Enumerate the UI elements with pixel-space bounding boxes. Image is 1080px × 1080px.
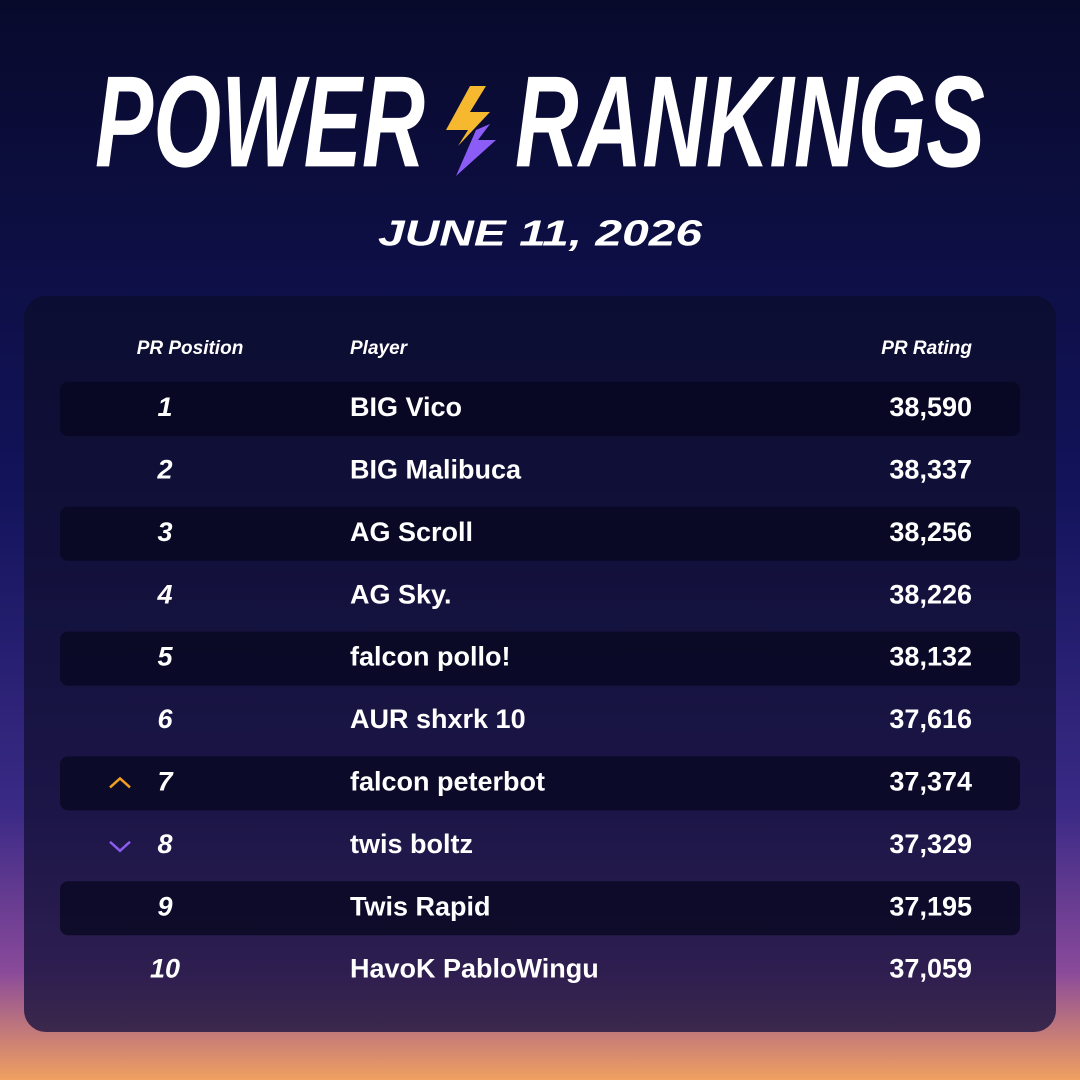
row-stripe [60,382,1020,436]
rating: 38,256 [889,517,972,547]
rating: 38,132 [889,642,972,672]
row-stripe [60,506,1020,561]
title-left: POWER [95,48,425,194]
rating: 38,226 [889,579,972,609]
position: 9 [157,891,172,921]
position: 1 [157,392,172,422]
rating: 37,374 [889,767,972,797]
rating: 37,195 [889,891,972,921]
rating: 38,337 [889,455,972,485]
player-name: falcon peterbot [350,767,545,797]
rating: 37,616 [889,704,972,734]
column-header: PR Position [137,338,244,359]
player-name: BIG Malibuca [350,455,522,485]
player-name: twis boltz [350,829,473,859]
date: JUNE 11, 2026 [378,213,703,254]
position: 6 [157,704,173,734]
position: 3 [157,517,172,547]
column-header: Player [350,338,409,359]
player-name: falcon pollo! [350,642,510,672]
position: 5 [157,642,173,672]
title-right: RANKINGS [515,48,985,194]
rating: 37,059 [889,954,972,984]
player-name: AUR shxrk 10 [350,704,526,734]
trend-up-icon [109,776,131,789]
row-stripe [60,756,1020,811]
rating: 38,590 [889,392,972,422]
player-name: AG Scroll [350,517,473,547]
player-name: Twis Rapid [350,891,491,921]
player-name: AG Sky. [350,579,452,609]
player-name: HavoK PabloWingu [350,954,599,984]
position: 2 [156,455,172,485]
position: 4 [156,579,172,609]
row-stripe [60,631,1020,686]
position: 10 [150,954,180,984]
rating: 37,329 [889,829,972,859]
position: 8 [157,829,172,859]
bolt-icon [446,86,496,176]
column-header: PR Rating [881,338,972,359]
trend-down-icon [109,840,131,853]
position: 7 [157,767,174,797]
player-name: BIG Vico [350,392,462,422]
row-stripe [60,881,1020,936]
